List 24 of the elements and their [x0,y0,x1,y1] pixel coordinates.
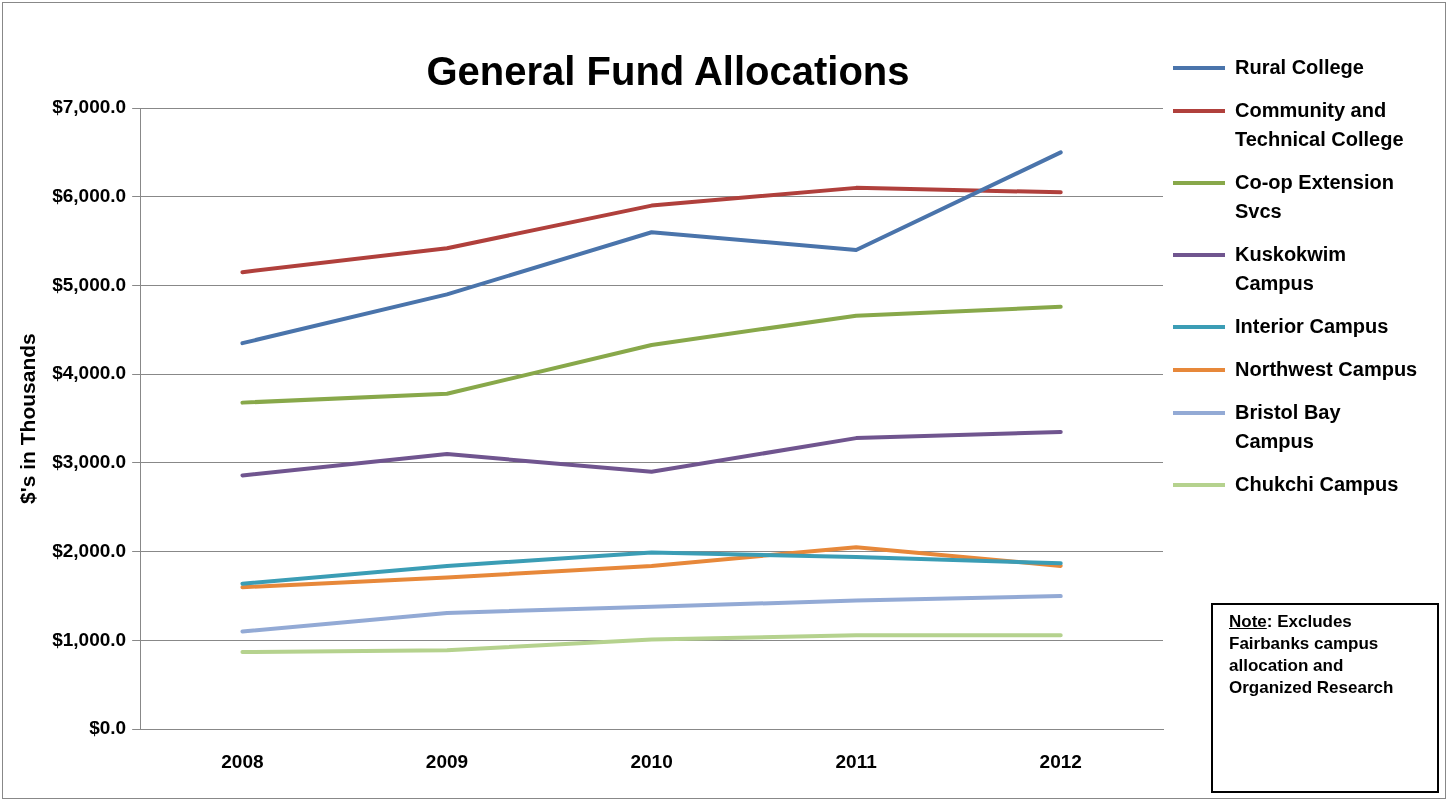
x-tick-label: 2009 [425,750,469,772]
x-tick-label: 2008 [221,750,264,772]
legend-label: Co-op Extension Svcs [1235,170,1395,224]
x-tick-label: 2012 [1039,750,1082,772]
y-tick-label: $0.0 [89,717,127,739]
legend-label: Interior Campus [1235,314,1389,339]
chart-title: General Fund Allocations [425,49,911,94]
y-tick-label: $6,000.0 [52,184,127,206]
y-tick-label: $2,000.0 [52,539,127,561]
x-tick-label: 2011 [835,750,878,772]
legend-label: Kuskokwim Campus [1235,242,1348,296]
legend-label: Bristol Bay Campus [1235,400,1342,454]
text: Note: Excludes Fairbanks campus allocation and Organized Research [1229,611,1395,699]
x-tick-label: 2010 [630,750,673,772]
y-axis-title: $'s in Thousands [16,333,40,504]
legend-label: Community and Technical College [1235,98,1405,152]
legend-label: Rural College [1235,55,1364,80]
y-tick-label: $3,000.0 [52,451,127,473]
y-tick-label: $1,000.0 [52,628,127,650]
y-tick-label: $4,000.0 [52,362,127,384]
legend-label: Chukchi Campus [1235,472,1399,497]
y-tick-label: $5,000.0 [52,273,127,295]
y-tick-label: $7,000.0 [52,96,127,118]
legend-label: Northwest Campus [1235,357,1418,382]
